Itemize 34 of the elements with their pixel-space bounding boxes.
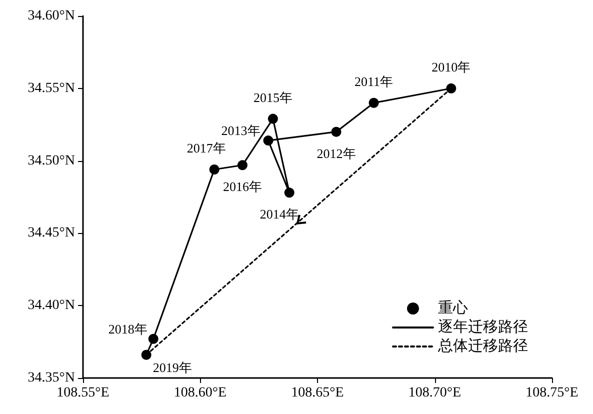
legend-label: 重心 [438, 300, 468, 316]
x-tick-label: 108.70°E [408, 386, 462, 400]
x-tick-label: 108.55°E [56, 386, 110, 400]
y-tick-label: 34.55°N [28, 80, 75, 96]
point [209, 164, 220, 174]
annotation: 2012年 [316, 146, 356, 161]
annotation: 2015年 [253, 90, 292, 105]
point [446, 83, 456, 94]
y-tick-label: 34.45°N [28, 226, 75, 241]
point [263, 136, 274, 146]
point [284, 188, 294, 198]
x-tick-label: 108.75°E [526, 386, 578, 400]
point [141, 350, 152, 360]
point [237, 160, 248, 170]
x-tick-label: 108.60°E [174, 386, 227, 400]
annotation: 2014年 [260, 206, 299, 222]
point [368, 98, 379, 108]
annotation: 2011年 [354, 74, 394, 89]
annotation: 2017年 [186, 140, 226, 156]
x-tick-label: 108.65°E [291, 386, 344, 400]
y-tick-label: 34.50°N [28, 153, 75, 168]
annotation: 2016年 [222, 179, 262, 194]
point [331, 126, 342, 137]
y-tick-label: 34.60°N [28, 8, 75, 24]
annotation: 2010年 [432, 59, 471, 74]
annotation: 2018年 [108, 321, 148, 336]
annotation: 2013年 [221, 123, 260, 138]
legend-label: 总体迁移路径 [437, 338, 528, 354]
y-tick-label: 34.35°N [28, 370, 75, 386]
point [268, 114, 278, 124]
legend-label: 逐年迁移路径 [438, 318, 528, 336]
annotation: 2019年 [152, 360, 192, 375]
point [148, 334, 158, 344]
y-tick-label: 34.40°N [28, 298, 75, 314]
